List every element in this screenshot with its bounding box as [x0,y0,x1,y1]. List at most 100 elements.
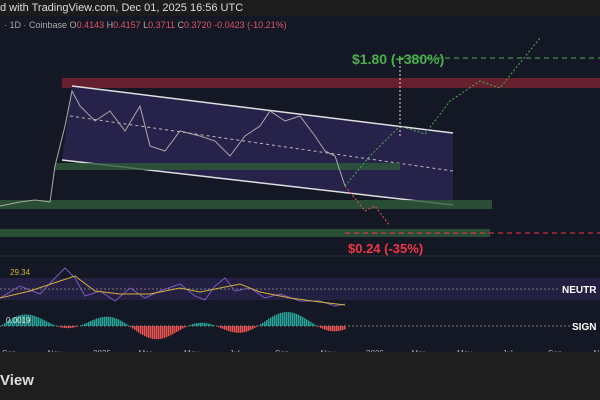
macd-bar [76,326,78,327]
macd-bar [314,324,316,326]
macd-bar [310,322,312,326]
bull-projection [344,37,541,187]
macd-bar [130,326,132,328]
macd-bar [282,312,284,326]
macd-bar [150,326,152,339]
macd-bar [92,320,94,326]
macd-bar [306,319,308,326]
support-zone-3 [0,229,490,237]
macd-bar [338,326,340,331]
support-zone-1 [55,163,400,170]
macd-bar [252,326,254,329]
macd-bar [278,313,280,326]
macd-bar [36,316,38,326]
macd-bar [98,317,100,326]
macd-bar [26,314,28,326]
macd-bar [326,326,328,331]
x-tick-label: Mar [139,349,153,352]
macd-bar [198,322,200,326]
low-label: L [143,20,149,30]
macd-bar [226,326,228,331]
macd-bar [144,326,146,337]
macd-bar [74,326,76,328]
channel-fill [62,86,453,205]
x-tick-label: Nov [321,349,335,352]
macd-bar [204,322,206,326]
macd-bar [8,320,10,326]
macd-bar [328,326,330,331]
open-label: O [69,20,77,30]
x-tick-label: 2026 [366,349,384,352]
macd-bar [154,326,156,340]
macd-bar [270,317,272,326]
x-tick-label: Sep [548,349,563,352]
macd-bar [86,322,88,326]
macd-bar [34,315,36,326]
rsi-neutral-label: NEUTR [562,285,597,296]
macd-bar [162,326,164,339]
macd-bar [318,326,320,327]
brand-text: View [0,372,34,389]
support-zone-2 [0,200,492,209]
snapshot-text: d with TradingView.com, Dec 01, 2025 16:… [0,2,244,14]
macd-bar [302,317,304,326]
macd-bar [16,316,18,326]
macd-bar [96,318,98,326]
macd-bar [228,326,230,332]
macd-bar [320,326,322,328]
macd-bar [330,326,332,332]
macd-bar [248,326,250,331]
x-axis: Sep Nov 2025 Mar May Jul Sep Nov 2026 Mar May Jul Se… [2,349,600,352]
macd-bar [114,317,116,326]
macd-bar [160,326,162,339]
macd-bar [118,319,120,326]
macd-bar [272,316,274,326]
x-tick-label: Jul [230,349,240,352]
rsi-ma-line [0,275,346,306]
x-tick-label: Nov [48,349,62,352]
macd-bar [180,326,182,330]
macd-bar [90,320,92,326]
macd-bar [240,326,242,333]
macd-bar [236,326,238,333]
snapshot-header: d with TradingView.com, Dec 01, 2025 16:… [0,0,600,16]
macd-bar [208,323,210,326]
macd-bar [294,313,296,326]
macd-bar [142,326,144,336]
rsi-value: 29.34 [10,268,31,277]
macd-bar [60,326,62,328]
symbol-info: · 1D · Coinbase [4,20,68,30]
macd-bar [176,326,178,332]
macd-bar [296,314,298,326]
macd-bar [194,323,196,326]
macd-bar [200,322,202,326]
macd-bar [196,323,198,326]
macd-bar [288,312,290,326]
target-up-label: $1.80 (+380%) [352,51,444,67]
macd-bar [94,319,96,326]
macd-bar [68,326,70,329]
macd-bar [298,314,300,326]
macd-bar [12,318,14,326]
macd-bar [268,318,270,326]
macd-bar [136,326,138,332]
macd-bar [332,326,334,332]
macd-bar [344,326,346,330]
macd-bar [256,326,258,327]
macd-bar [218,326,220,328]
macd-bar [100,317,102,326]
macd-bar [254,326,256,328]
macd-bar [120,320,122,326]
resistance-zone [62,78,600,88]
macd-bar [308,320,310,326]
macd-bar [182,326,184,329]
macd-bar [42,319,44,326]
macd-bar [58,326,60,327]
macd-bar [30,314,32,326]
open-value: 0.4143 [76,20,105,30]
x-tick-label: Mar [412,349,426,352]
price-chart[interactable]: Sep Nov 2025 Mar May Jul Sep Nov 2026 Mar May Jul Se… [0,16,600,352]
ohlc-legend: · 1D · Coinbase O0.4143 H0.4157 L0.3711 … [4,20,287,30]
macd-bar [284,312,286,326]
macd-bar [38,317,40,326]
